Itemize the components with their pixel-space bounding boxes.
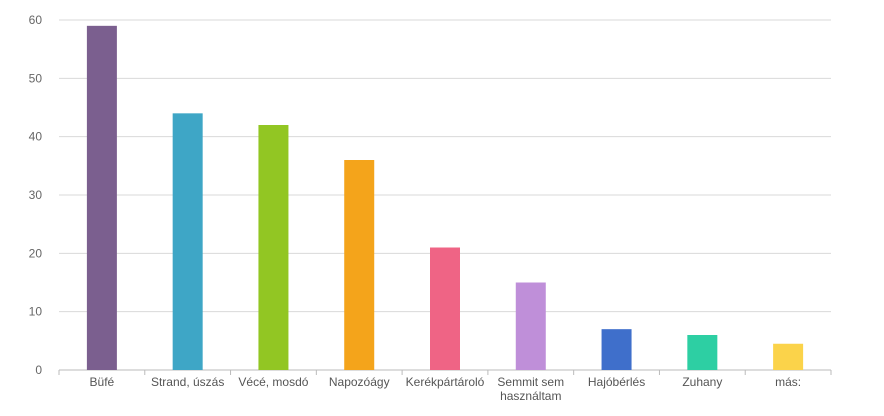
y-tick-label: 0 (35, 363, 42, 377)
category-label: Vécé, mosdó (238, 375, 308, 389)
y-tick-label: 20 (29, 246, 43, 260)
bar (515, 282, 546, 370)
category-label: Semmit sem használtam (497, 375, 564, 403)
category-label-line: más: (775, 375, 801, 389)
category-label: Zuhany (682, 375, 722, 389)
bar (601, 329, 632, 370)
category-label-line: Hajóbérlés (588, 375, 645, 389)
bars (86, 25, 804, 370)
bar (172, 113, 203, 370)
category-label: Kerékpártároló (406, 375, 485, 389)
category-label: más: (775, 375, 801, 389)
bar (773, 343, 804, 370)
y-tick-label: 50 (29, 71, 43, 85)
category-label-line: Büfé (90, 375, 115, 389)
y-tick-labels: 0 10 20 30 40 50 60 (29, 13, 43, 377)
category-label-line: használtam (500, 389, 561, 403)
category-label-line: Semmit sem (497, 375, 564, 389)
bar (258, 125, 289, 370)
bar (687, 335, 718, 370)
y-tick-label: 10 (29, 305, 43, 319)
category-labels: Büfé Strand, úszás Vécé, mosdó Napozóágy Ker… (90, 375, 802, 403)
category-label: Strand, úszás (151, 375, 224, 389)
bar (344, 160, 375, 370)
bar (430, 247, 460, 370)
category-label: Hajóbérlés (588, 375, 645, 389)
category-label: Büfé (90, 375, 115, 389)
y-tick-label: 60 (29, 13, 43, 27)
category-label-line: Napozóágy (329, 375, 390, 389)
category-label-line: Zuhany (682, 375, 722, 389)
x-tick-marks (58, 370, 832, 375)
y-tick-label: 30 (29, 188, 43, 202)
bar (86, 25, 117, 370)
category-label-line: Strand, úszás (151, 375, 224, 389)
category-label-line: Kerékpártároló (406, 375, 485, 389)
y-tick-label: 40 (29, 130, 43, 144)
category-label: Napozóágy (329, 375, 390, 389)
category-label-line: Vécé, mosdó (238, 375, 308, 389)
